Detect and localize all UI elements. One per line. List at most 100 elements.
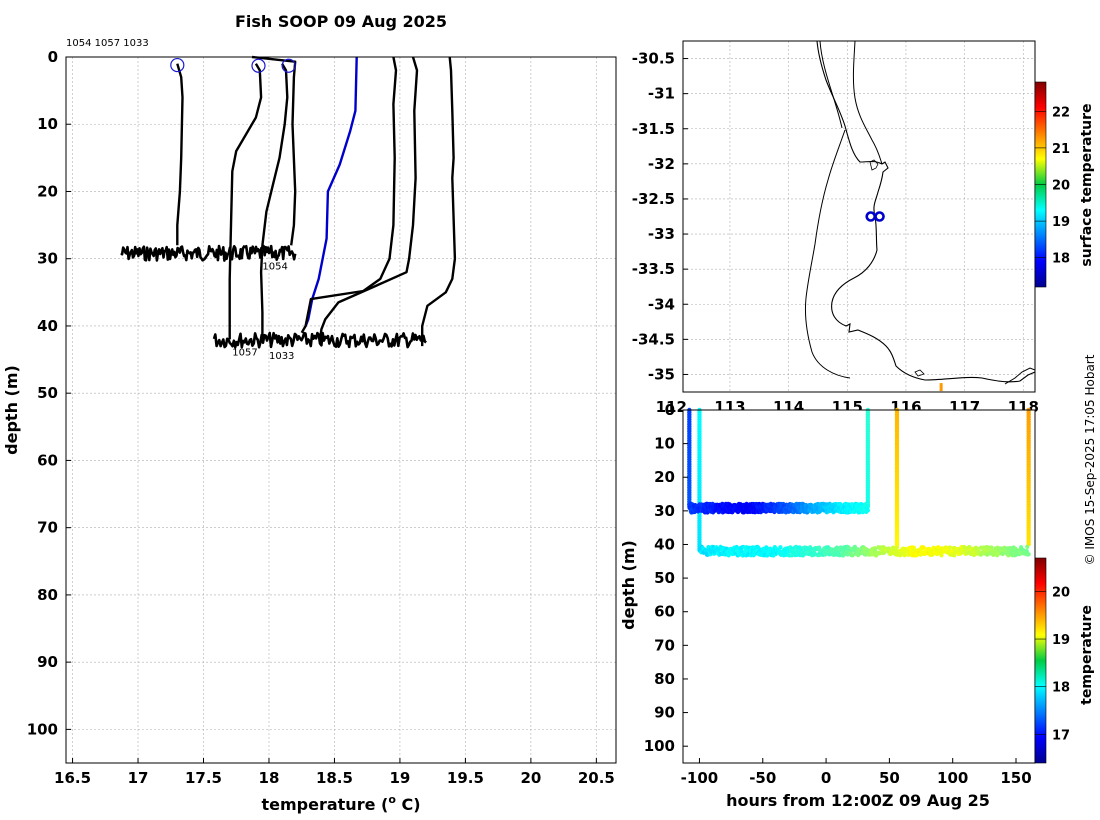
start-marker (251, 58, 266, 73)
td-y-tick-label: 10 (654, 435, 675, 453)
x-tick-label: 17.5 (185, 769, 222, 787)
td-x-tick-label: 0 (821, 769, 831, 787)
profile-line (228, 63, 263, 340)
shelf-edge-north (819, 41, 843, 129)
coastline-east (1004, 367, 1035, 385)
map-panel: 112 113 114 115 116 117 118-30.5-31-31.5-32-32… (632, 40, 1095, 416)
temperature-point (894, 545, 899, 550)
temperature-point (737, 552, 742, 557)
x-tick-label: 20 (520, 769, 541, 787)
map-y-tick-label: -35 (648, 365, 675, 383)
profile-annotations: 1054 1057 1033 (232, 261, 294, 361)
temperature-point (989, 545, 994, 550)
temperature-colorbar (1034, 557, 1047, 764)
map-y-tick-label: -31.5 (632, 120, 675, 138)
map-plot-area (683, 41, 1035, 392)
td-y-tick-label: 90 (654, 704, 675, 722)
surface-colorbar-label: surface temperature (1079, 103, 1095, 266)
map-stations (865, 211, 885, 222)
temperature-point (739, 549, 744, 554)
profile-ids-label: 1054 1057 1033 (66, 38, 149, 49)
profile-line (259, 63, 289, 340)
temperature-point (1000, 551, 1005, 557)
temperature-point (921, 545, 926, 550)
temperature-colorbar-ticks: 17 18 19 20 (1035, 585, 1070, 743)
temperature-point (1026, 552, 1031, 557)
td-y-tick-label: 50 (654, 569, 675, 587)
colorbar-tick-label: 18 (1052, 252, 1070, 267)
profile-id-annotation: 1057 (232, 348, 257, 359)
td-y-tick-label: 70 (654, 636, 675, 654)
coastline (816, 41, 1035, 383)
y-tick-label: 60 (37, 451, 58, 469)
map-y-tick-label: -32 (648, 155, 675, 173)
td-x-tick-label: 100 (937, 769, 968, 787)
temperature-point (850, 553, 855, 558)
profile-noise-bands (120, 244, 427, 349)
island-rottnest (869, 159, 879, 171)
time-depth-x-axis-label: hours from 12:00Z 09 Aug 25 (726, 791, 990, 810)
time-depth-panel: -100 -50 0 50 100 150 0 10 20 30 40 50 60 70 80 90 100 h… (619, 401, 1095, 810)
temperature-point (947, 545, 953, 550)
map-orange-marker (939, 383, 943, 392)
td-y-tick-label: 80 (654, 670, 675, 688)
td-y-tick-label: 20 (654, 468, 675, 486)
temperature-point (789, 553, 794, 558)
map-y-tick-label: -34 (648, 295, 675, 313)
temperature-point (939, 553, 944, 558)
colorbar-tick-label: 20 (1052, 585, 1070, 600)
x-tick-label: 16.5 (54, 769, 91, 787)
time-depth-y-axis-label: depth (m) (619, 540, 638, 630)
colorbar-tick-label: 21 (1052, 142, 1070, 157)
profile-panel: 1054 1057 1033 16.5 17 17.5 18 18.5 19 19.5 20 20.… (2, 48, 617, 814)
profile-grid (66, 56, 616, 763)
y-tick-label: 50 (37, 384, 58, 402)
x-tick-label: 20.5 (578, 769, 615, 787)
td-y-tick-label: 60 (654, 603, 675, 621)
colorbar-tick-label: 19 (1052, 215, 1070, 230)
profile-plot-area (66, 57, 616, 763)
colorbar-tick-label: 17 (1052, 728, 1070, 743)
colorbar-tick-label: 20 (1052, 179, 1070, 194)
td-y-tick-label: 30 (654, 502, 675, 520)
time-depth-tick-labels: -100 -50 0 50 100 150 0 10 20 30 40 50 60 70 80 90 100 (644, 401, 1032, 787)
profile-id-annotation: 1033 (269, 351, 294, 362)
map-y-tick-label: -34.5 (632, 330, 675, 348)
time-depth-points (687, 407, 1031, 558)
temperature-point (834, 545, 840, 550)
y-tick-label: 100 (27, 720, 58, 738)
start-marker (170, 57, 185, 73)
map-y-tick-label: -33 (648, 225, 675, 243)
noise-band (212, 331, 427, 349)
y-tick-label: 20 (37, 182, 58, 200)
td-x-tick-label: 50 (879, 769, 900, 787)
colorbar-tick-label: 19 (1052, 633, 1070, 648)
credit-text: © IMOS 15-Sep-2025 17:05 Hobart (1083, 354, 1097, 565)
td-x-tick-label: -100 (681, 769, 719, 787)
map-y-tick-label: -32.5 (632, 190, 675, 208)
profile-x-axis-label: temperature (o C) (261, 793, 420, 814)
x-label-main: temperature ( (261, 795, 388, 814)
temperature-point (734, 544, 739, 550)
y-tick-label: 70 (37, 519, 58, 537)
profile-line (421, 56, 457, 347)
map-y-tick-label: -31 (648, 85, 675, 103)
y-tick-label: 80 (37, 586, 58, 604)
x-tick-label: 18.5 (316, 769, 353, 787)
x-tick-label: 18 (259, 769, 280, 787)
x-label-superscript: o (388, 793, 396, 806)
temperature-point (1024, 549, 1029, 554)
profile-line (300, 56, 398, 334)
profile-line (304, 56, 358, 327)
temperature-point (852, 544, 857, 549)
td-x-tick-label: -50 (749, 769, 776, 787)
profile-line (176, 63, 184, 246)
map-x-tick-label: 112 (656, 398, 687, 416)
time-depth-plot-area (683, 410, 1035, 763)
temperature-colorbar-label: temperature (1079, 605, 1095, 705)
y-tick-label: 10 (37, 115, 58, 133)
temperature-point (865, 504, 870, 509)
shelf-edge (805, 129, 851, 379)
temperature-point (1025, 544, 1030, 549)
